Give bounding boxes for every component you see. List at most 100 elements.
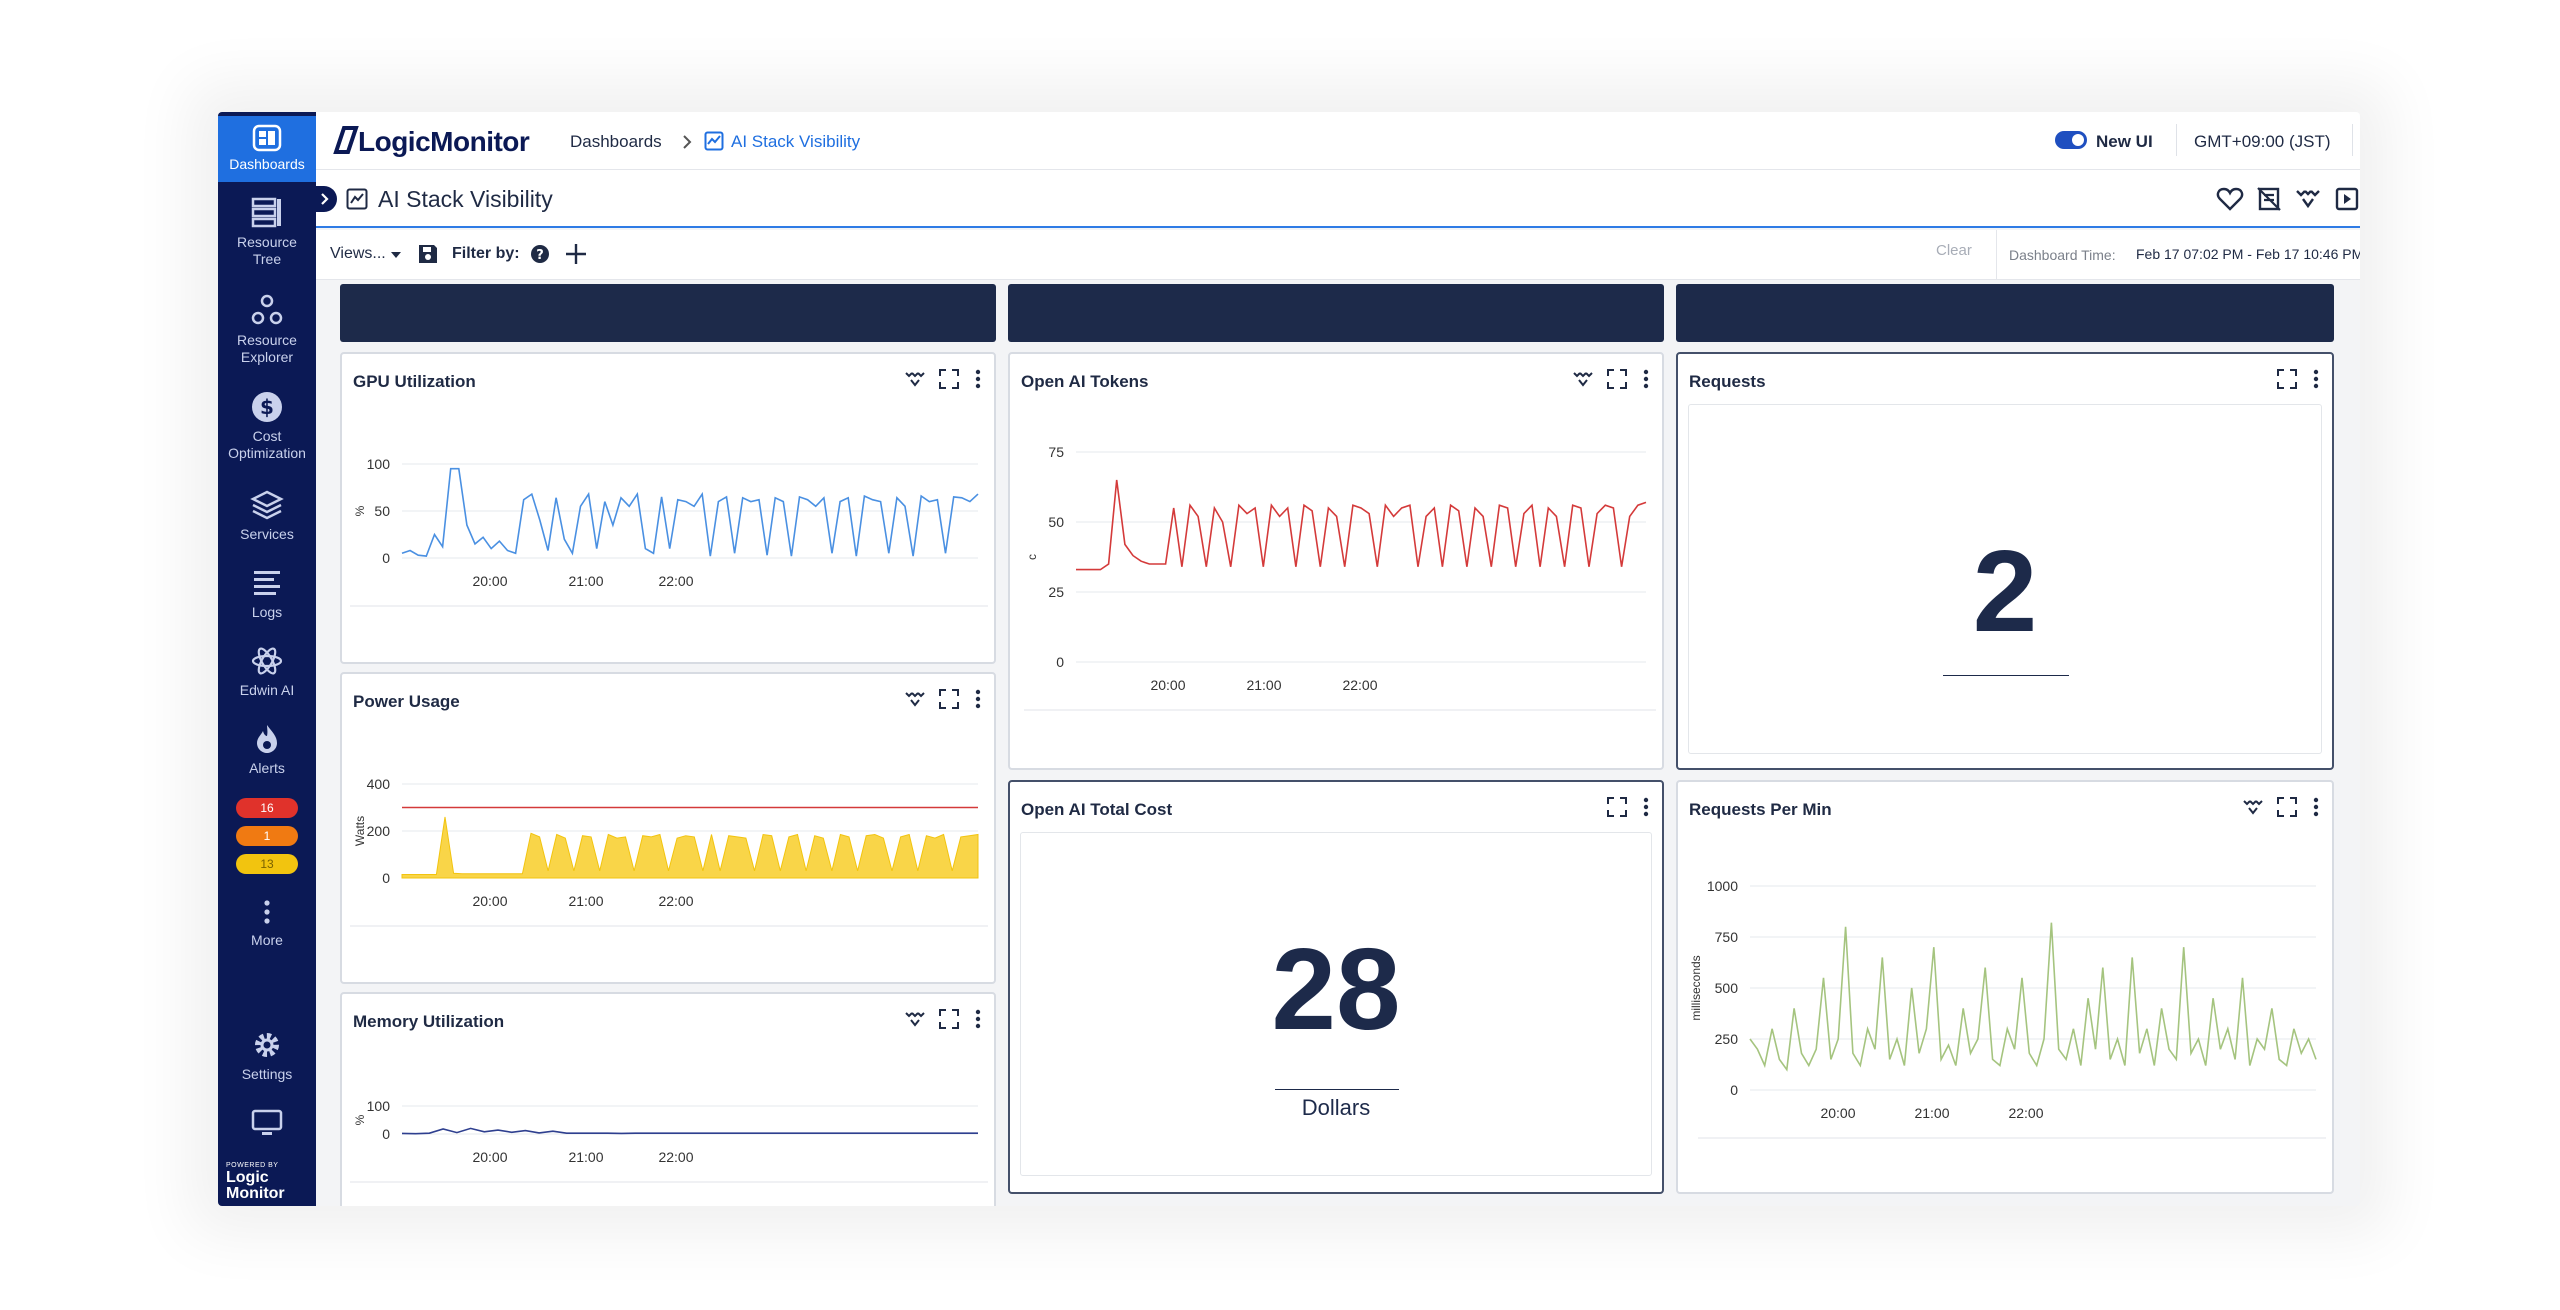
dashboard-title-bar: AI Stack Visibility: [316, 170, 2360, 228]
sidebar-item-resource-tree[interactable]: Resource Tree: [218, 196, 316, 268]
filter-funnel-icon[interactable]: [2294, 186, 2322, 212]
more-vertical-icon[interactable]: [972, 688, 984, 710]
chart-icon: [704, 131, 724, 151]
divider: [1996, 230, 1997, 280]
y-tick-label: 750: [1715, 929, 1739, 945]
help-icon[interactable]: ?: [530, 244, 550, 264]
filter-by-label: Filter by:: [452, 245, 520, 262]
widget-power-usage: Power Usage 0 200 400 Watts 20:00 21:00 22:00: [340, 672, 996, 984]
filter-funnel-icon[interactable]: [904, 369, 926, 389]
more-vertical-icon[interactable]: [2310, 368, 2322, 390]
x-tick-label: 20:00: [1820, 1105, 1855, 1121]
fullscreen-icon[interactable]: [2276, 368, 2298, 390]
more-vertical-icon: [264, 900, 270, 924]
cost-optimization-icon: $: [252, 392, 282, 422]
top-bar: LogicMonitor Dashboards AI Stack Visibil…: [316, 112, 2360, 170]
filter-funnel-icon[interactable]: [904, 1009, 926, 1029]
sidebar-item-dashboards[interactable]: Dashboards: [218, 116, 316, 182]
widget-title: Memory Utilization: [353, 1012, 505, 1031]
y-tick-label: 0: [1730, 1082, 1738, 1098]
app-logo[interactable]: LogicMonitor: [358, 126, 530, 157]
sidebar-item-label: Alerts: [249, 760, 285, 776]
alert-badge-warning[interactable]: 13: [236, 854, 298, 874]
timezone-selector[interactable]: GMT+09:00 (JST): [2194, 132, 2331, 151]
series-area: [401, 816, 979, 879]
series-line: [401, 1127, 978, 1135]
divider: [1943, 675, 2069, 676]
widget-open-ai-tokens: Open AI Tokens 0 25 50 75 c 20:00 21:00 22:00: [1008, 352, 1664, 770]
dashboard-time-range[interactable]: Feb 17 07:02 PM - Feb 17 10:46 PM: [2136, 246, 2360, 262]
widget-title: Requests Per Min: [1689, 800, 1832, 819]
x-tick-label: 21:00: [1246, 677, 1281, 693]
report-off-icon[interactable]: [2256, 186, 2282, 212]
fullscreen-icon[interactable]: [1606, 796, 1628, 818]
y-tick-label: 50: [1048, 514, 1064, 530]
alert-badge-error[interactable]: 1: [236, 826, 298, 846]
chevron-right-icon: [683, 135, 692, 149]
views-dropdown[interactable]: Views...: [330, 245, 386, 262]
dashboard-time-label: Dashboard Time:: [2009, 247, 2116, 263]
big-number-value: 28: [1271, 924, 1401, 1054]
widget-title: GPU Utilization: [353, 372, 476, 391]
sidebar-item-label: Services: [240, 526, 294, 542]
clear-filters-button[interactable]: Clear: [1936, 242, 1972, 259]
divider: [1275, 1089, 1399, 1090]
widget-toolbar: [1560, 368, 1652, 392]
widget-header-strip: [1008, 284, 1664, 342]
big-number-panel: 2: [1688, 404, 2322, 754]
sidebar-item-settings[interactable]: Settings: [218, 1028, 316, 1083]
fullscreen-icon[interactable]: [938, 1008, 960, 1030]
widget-title: Open AI Total Cost: [1021, 800, 1173, 819]
sidebar-item-alerts[interactable]: Alerts: [218, 722, 316, 777]
more-vertical-icon[interactable]: [972, 1008, 984, 1030]
more-vertical-icon[interactable]: [1640, 796, 1652, 818]
sidebar-item-logs[interactable]: Logs: [218, 566, 316, 621]
x-tick-label: 22:00: [658, 893, 693, 909]
sidebar-item-edwin-ai[interactable]: Edwin AI: [218, 644, 316, 699]
save-icon[interactable]: [416, 242, 440, 266]
sidebar-item-label: Dashboards: [229, 156, 305, 172]
x-tick-label: 22:00: [2008, 1105, 2043, 1121]
alert-badge-critical[interactable]: 16: [236, 798, 298, 818]
filter-funnel-icon[interactable]: [1572, 369, 1594, 389]
big-number-unit: Dollars: [1301, 1095, 1371, 1120]
logs-icon: [254, 571, 280, 595]
page-title: AI Stack Visibility: [378, 186, 553, 212]
sidebar-item-more[interactable]: More: [218, 898, 316, 949]
fullscreen-icon[interactable]: [938, 368, 960, 390]
gpu-utilization-chart: 0 50 100% 20:00 21:00 22:00: [350, 456, 988, 607]
sidebar-item-services[interactable]: Services: [218, 488, 316, 543]
more-vertical-icon[interactable]: [2310, 796, 2322, 818]
power-usage-chart: 0 200 400 Watts 20:00 21:00 22:00: [350, 776, 988, 927]
breadcrumb-dashboards[interactable]: Dashboards: [570, 132, 662, 151]
big-number-panel: 28 Dollars: [1020, 832, 1652, 1176]
favorite-heart-icon[interactable]: [2216, 186, 2244, 212]
add-filter-plus-icon[interactable]: [564, 242, 588, 266]
sidebar-item-label: Edwin AI: [239, 682, 295, 698]
fullscreen-icon[interactable]: [2276, 796, 2298, 818]
sidebar-item-label: Logs: [251, 604, 283, 620]
sidebar-item-label: Resource Tree: [237, 234, 297, 267]
widget-toolbar: [2230, 796, 2322, 820]
more-vertical-icon[interactable]: [972, 368, 984, 390]
fullscreen-icon[interactable]: [938, 688, 960, 710]
slideshow-play-icon[interactable]: [2334, 186, 2360, 212]
new-ui-toggle[interactable]: [2054, 130, 2088, 150]
new-ui-label: New UI: [2096, 132, 2153, 151]
more-vertical-icon[interactable]: [1640, 368, 1652, 390]
sidebar-item-display[interactable]: [218, 1108, 316, 1142]
widget-toolbar: [892, 368, 984, 392]
widget-toolbar: [892, 1008, 984, 1032]
filter-funnel-icon[interactable]: [2242, 797, 2264, 817]
breadcrumb-current[interactable]: AI Stack Visibility: [731, 132, 861, 151]
filter-bar: Views... Filter by: ? Clear Dashboard Ti…: [316, 230, 2360, 280]
filter-funnel-icon[interactable]: [904, 689, 926, 709]
y-tick-label: 250: [1715, 1031, 1739, 1047]
y-tick-label: 400: [367, 776, 391, 792]
sidebar-item-label: Resource Explorer: [237, 332, 297, 365]
y-tick-label: 0: [382, 870, 390, 886]
sidebar-item-resource-explorer[interactable]: Resource Explorer: [218, 294, 316, 366]
fullscreen-icon[interactable]: [1606, 368, 1628, 390]
sidebar-item-cost-optimization[interactable]: $ Cost Optimization: [218, 390, 316, 462]
expand-panel-icon[interactable]: [316, 186, 338, 212]
